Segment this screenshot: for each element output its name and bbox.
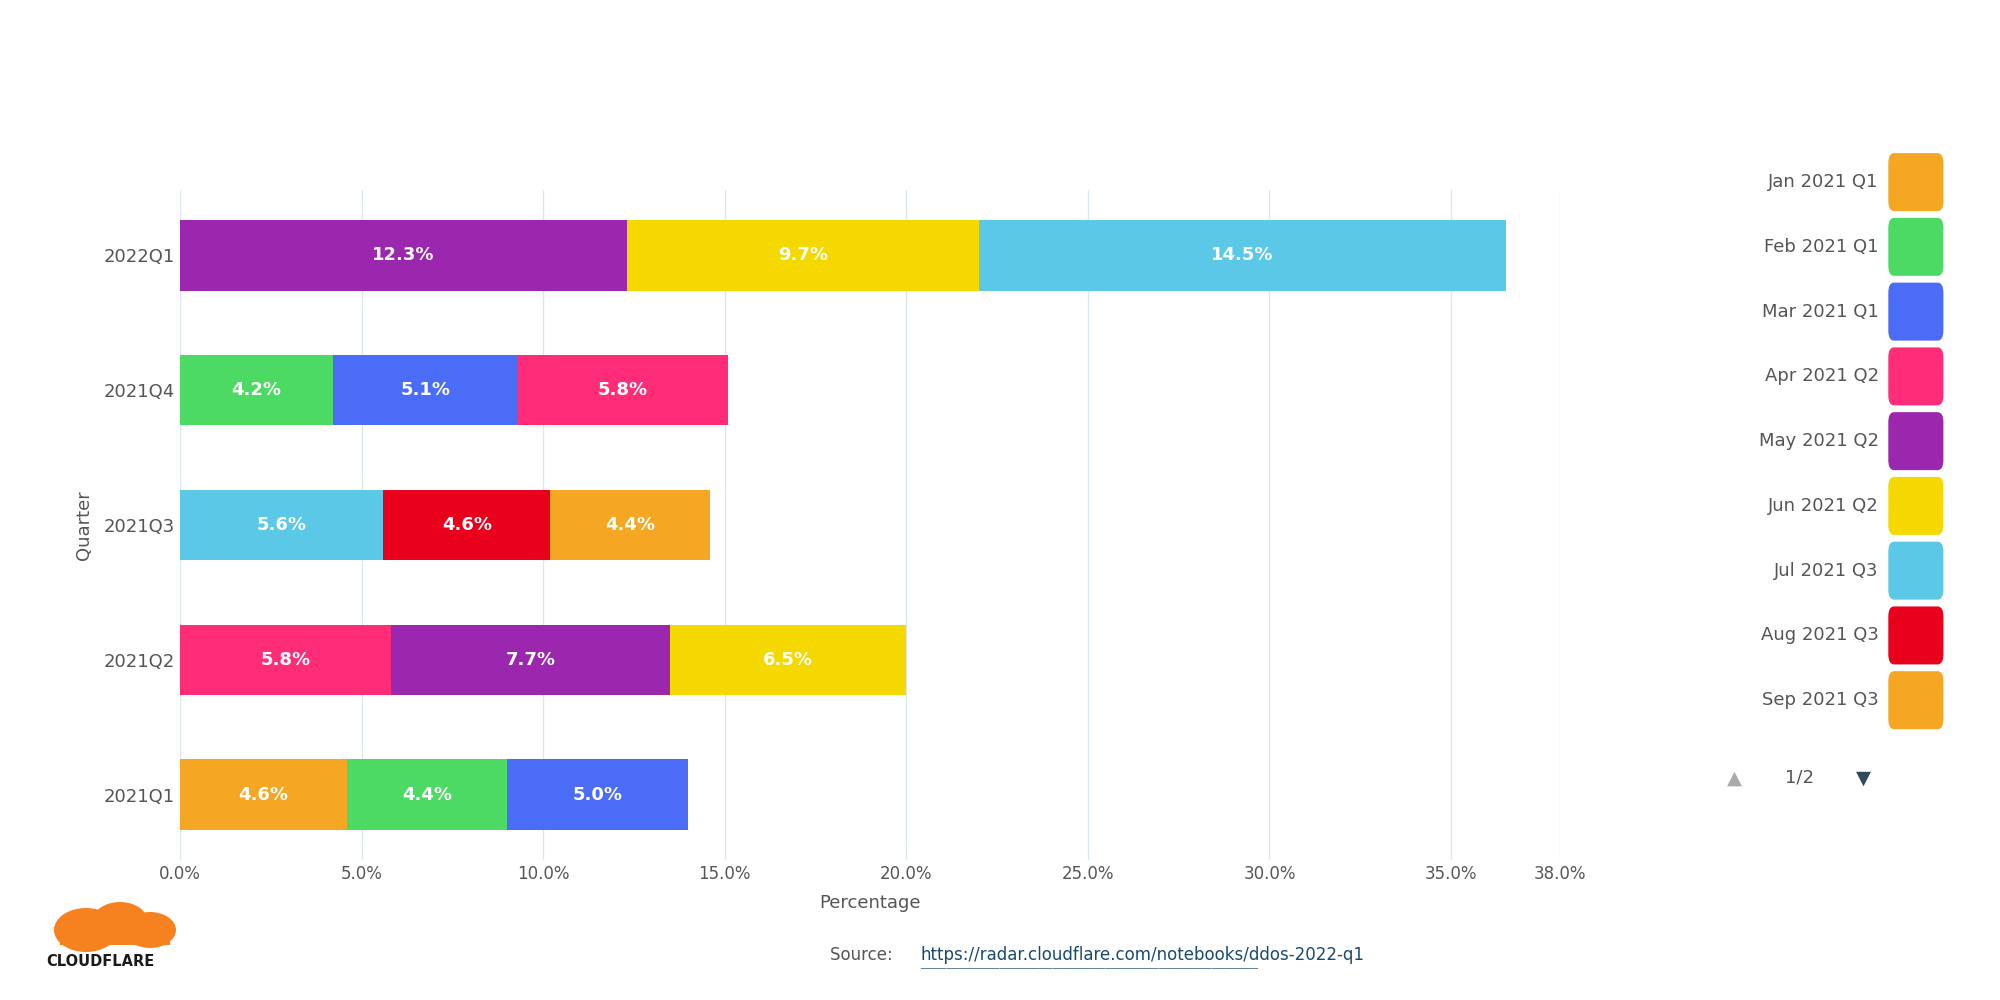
- Ellipse shape: [92, 902, 148, 942]
- Text: 14.5%: 14.5%: [1210, 246, 1274, 264]
- FancyBboxPatch shape: [1888, 477, 1944, 535]
- Text: 12.3%: 12.3%: [372, 246, 434, 264]
- Bar: [626, 220, 978, 291]
- Text: Mar 2021 Q1: Mar 2021 Q1: [1762, 303, 1878, 321]
- Text: ___________________________________________________: ________________________________________…: [920, 956, 1258, 969]
- Text: 5.0%: 5.0%: [572, 786, 622, 804]
- FancyBboxPatch shape: [60, 923, 170, 945]
- Bar: [384, 490, 550, 560]
- Text: 5.6%: 5.6%: [256, 516, 306, 534]
- FancyBboxPatch shape: [1888, 283, 1944, 341]
- Text: 4.6%: 4.6%: [238, 786, 288, 804]
- Bar: [332, 355, 518, 425]
- Text: Sep 2021 Q3: Sep 2021 Q3: [1762, 691, 1878, 709]
- Text: 6.5%: 6.5%: [764, 651, 814, 669]
- Text: 5.8%: 5.8%: [598, 381, 648, 399]
- Y-axis label: Quarter: Quarter: [74, 490, 92, 560]
- FancyBboxPatch shape: [1888, 347, 1944, 405]
- Text: 5.1%: 5.1%: [400, 381, 450, 399]
- Text: 5.8%: 5.8%: [260, 651, 310, 669]
- Bar: [978, 220, 1506, 291]
- Text: 4.2%: 4.2%: [232, 381, 282, 399]
- Text: 1/2: 1/2: [1784, 769, 1814, 787]
- Bar: [390, 625, 670, 695]
- Text: ▼: ▼: [1856, 768, 1872, 787]
- Text: Feb 2021 Q1: Feb 2021 Q1: [1764, 238, 1878, 256]
- Bar: [180, 759, 348, 830]
- Bar: [180, 220, 626, 291]
- Text: 4.6%: 4.6%: [442, 516, 492, 534]
- Bar: [518, 355, 728, 425]
- Text: Jul 2021 Q3: Jul 2021 Q3: [1774, 562, 1878, 580]
- Text: 7.7%: 7.7%: [506, 651, 556, 669]
- FancyBboxPatch shape: [1888, 606, 1944, 664]
- Bar: [180, 355, 332, 425]
- FancyBboxPatch shape: [1888, 542, 1944, 600]
- Text: ▲: ▲: [1726, 768, 1742, 787]
- Text: Jan 2021 Q1: Jan 2021 Q1: [1768, 173, 1878, 191]
- Text: Source:: Source:: [830, 946, 898, 964]
- Text: May 2021 Q2: May 2021 Q2: [1758, 432, 1878, 450]
- FancyBboxPatch shape: [1888, 218, 1944, 276]
- Text: 4.4%: 4.4%: [402, 786, 452, 804]
- Bar: [550, 490, 710, 560]
- Text: https://radar.cloudflare.com/notebooks/ddos-2022-q1: https://radar.cloudflare.com/notebooks/d…: [920, 946, 1364, 964]
- Bar: [670, 625, 906, 695]
- Bar: [348, 759, 506, 830]
- Text: Application-Layer DDoS Attacks - Yearly distribution by month: Application-Layer DDoS Attacks - Yearly …: [44, 63, 1362, 99]
- FancyBboxPatch shape: [1888, 412, 1944, 470]
- Text: CLOUDFLARE: CLOUDFLARE: [46, 954, 154, 970]
- Text: Aug 2021 Q3: Aug 2021 Q3: [1760, 626, 1878, 644]
- Bar: [180, 490, 384, 560]
- Bar: [506, 759, 688, 830]
- Ellipse shape: [124, 912, 176, 948]
- FancyBboxPatch shape: [1888, 671, 1944, 729]
- Text: Apr 2021 Q2: Apr 2021 Q2: [1764, 367, 1878, 385]
- Ellipse shape: [54, 908, 118, 952]
- Text: 4.4%: 4.4%: [606, 516, 656, 534]
- Text: Jun 2021 Q2: Jun 2021 Q2: [1768, 497, 1878, 515]
- FancyBboxPatch shape: [1888, 153, 1944, 211]
- Text: 9.7%: 9.7%: [778, 246, 828, 264]
- Bar: [180, 625, 390, 695]
- X-axis label: Percentage: Percentage: [820, 894, 920, 912]
